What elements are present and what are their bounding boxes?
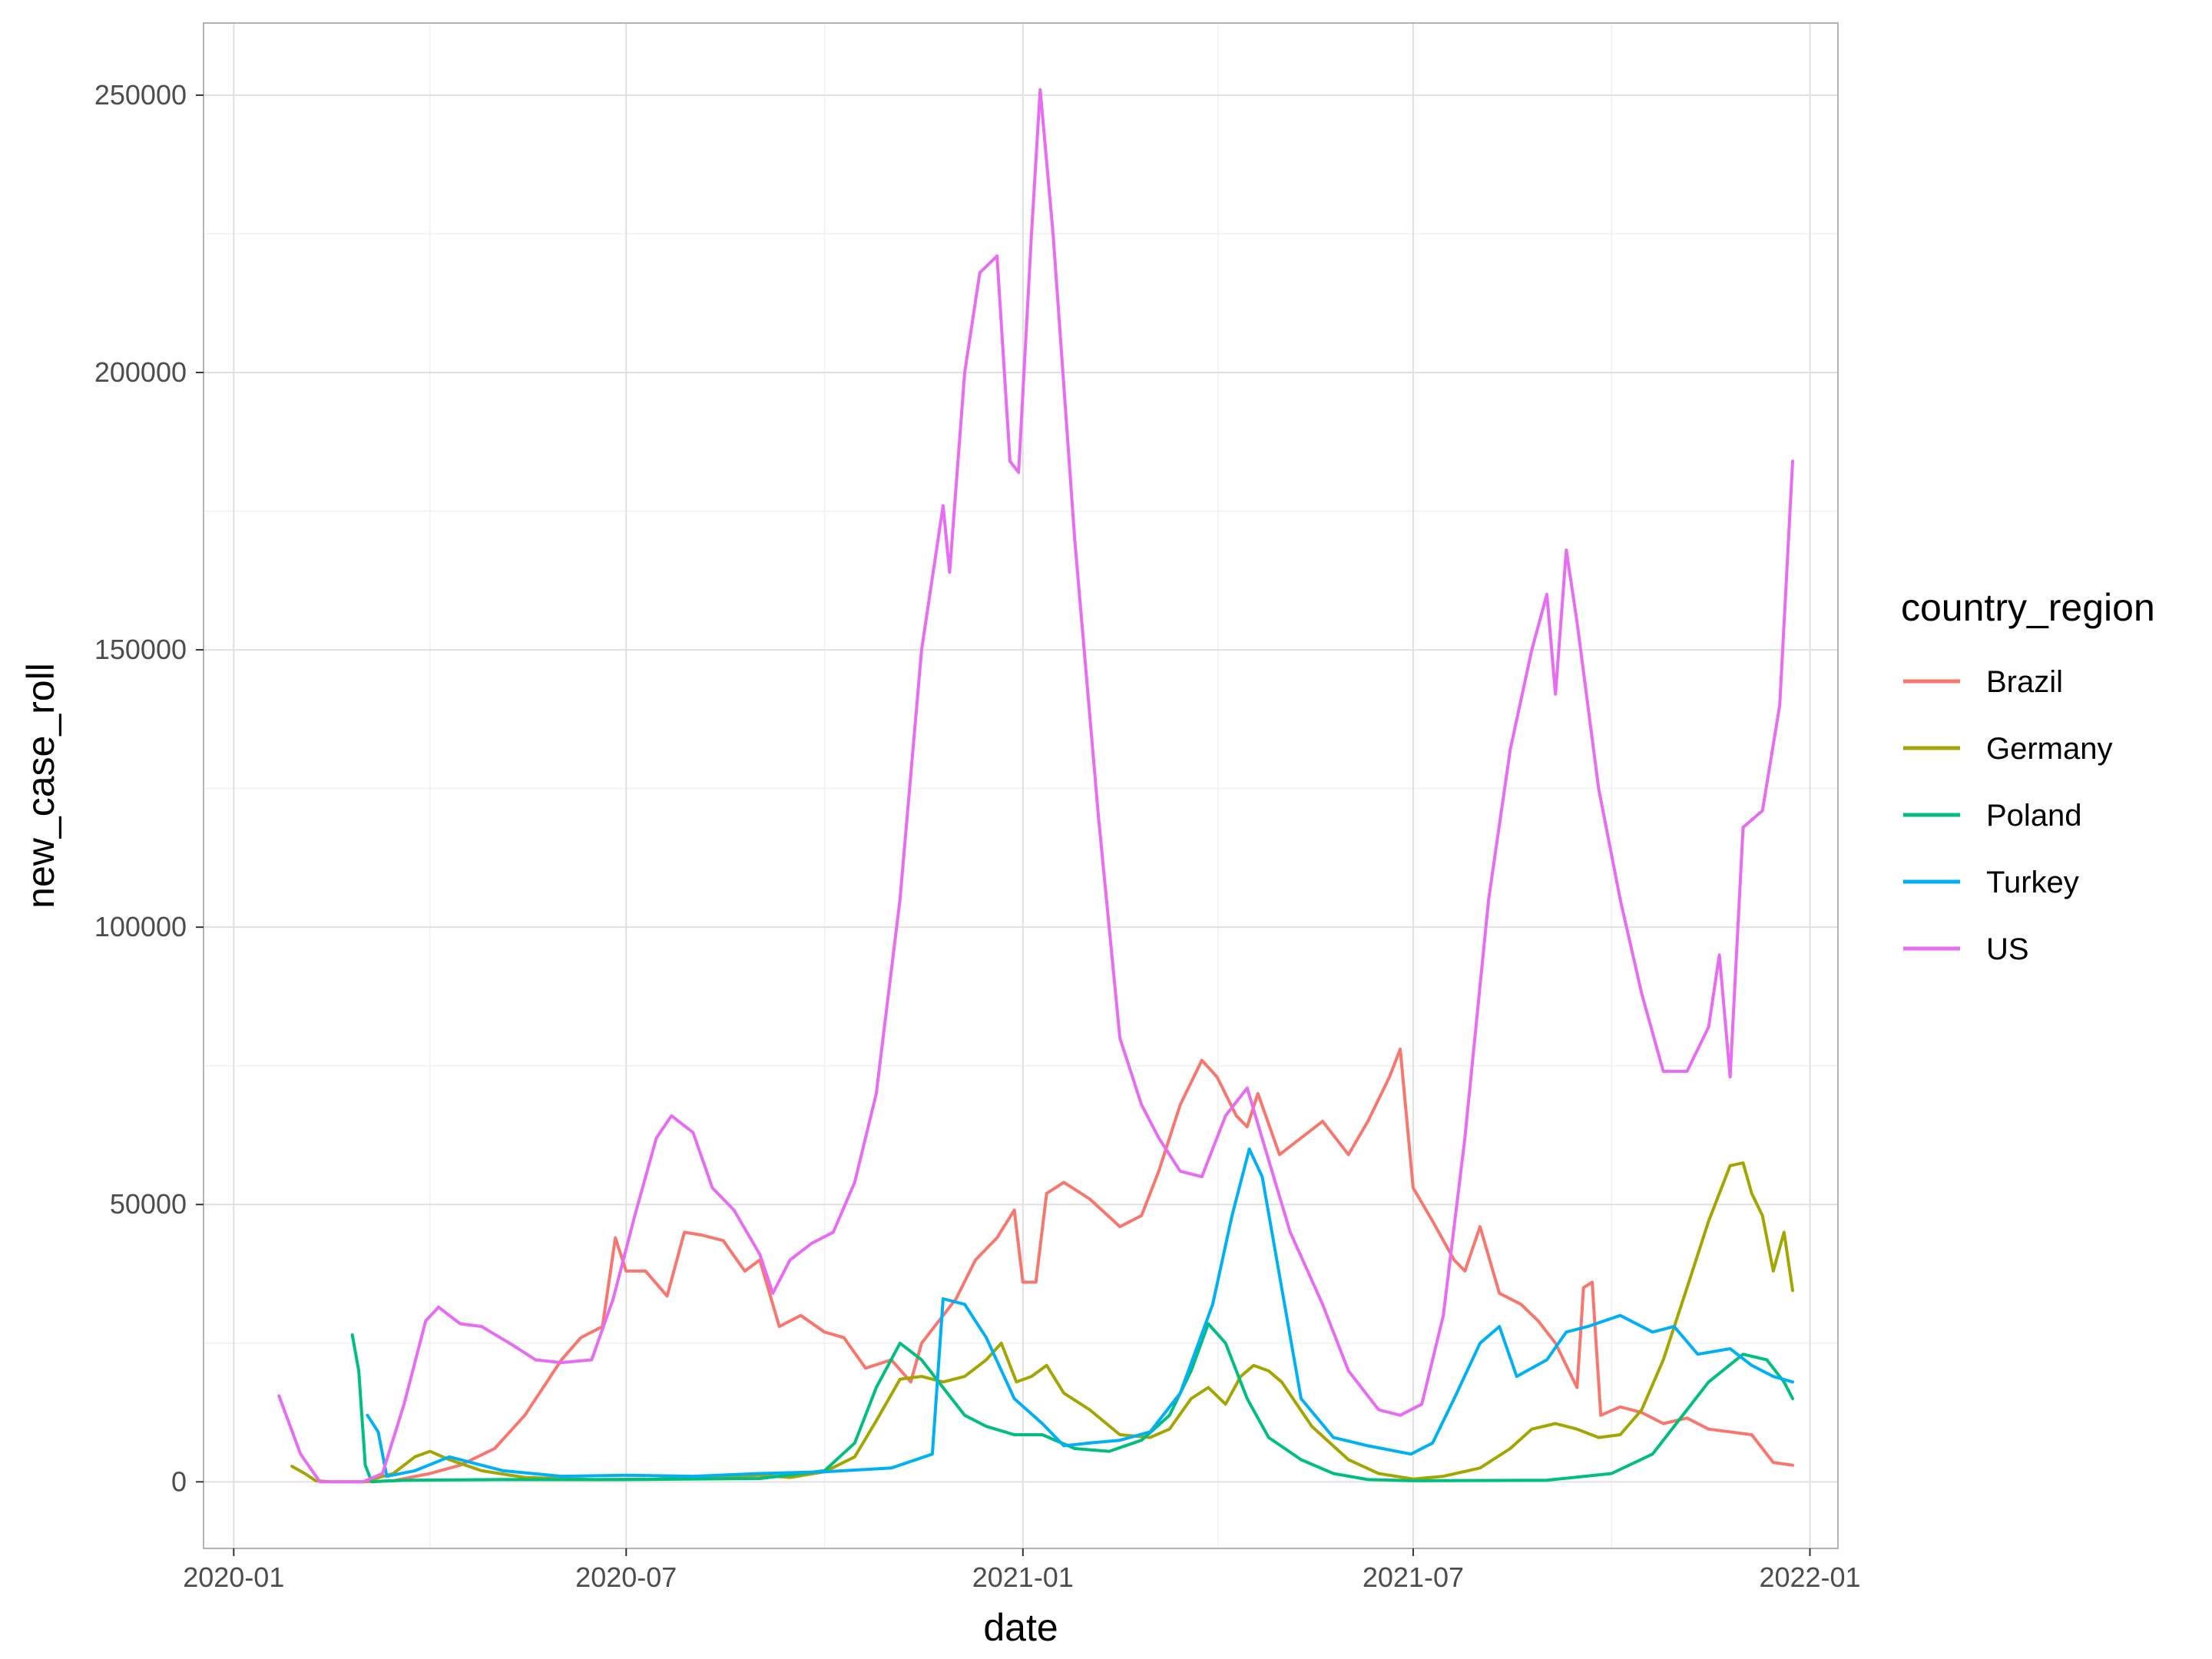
x-axis-title: date <box>983 1606 1058 1649</box>
legend-title: country_region <box>1901 586 2155 629</box>
x-tick-label: 2020-07 <box>575 1561 677 1593</box>
x-tick-label: 2021-07 <box>1363 1561 1464 1593</box>
x-tick-label: 2020-01 <box>183 1561 284 1593</box>
legend-label-us: US <box>1986 932 2029 966</box>
y-tick-label: 100000 <box>94 911 187 942</box>
series-line-us <box>277 88 1794 1484</box>
axes: 2020-01 2020-07 2021-01 2021-07 2022-01 0 5000… <box>94 79 1861 1593</box>
legend-label-turkey: Turkey <box>1986 866 2079 899</box>
x-tick-label: 2022-01 <box>1759 1561 1860 1593</box>
legend-label-brazil: Brazil <box>1986 665 2063 699</box>
panel-border <box>203 22 1839 1549</box>
y-tick-label: 250000 <box>94 79 187 111</box>
series-line-brazil <box>361 1048 1794 1484</box>
legend-label-germany: Germany <box>1986 732 2113 766</box>
legend: country_region Brazil Germany Poland Turkey… <box>1901 586 2155 966</box>
legend-label-poland: Poland <box>1986 799 2082 833</box>
y-tick-label: 0 <box>171 1465 187 1497</box>
series-line-turkey <box>366 1147 1794 1479</box>
series-line-poland <box>350 1322 1794 1484</box>
y-axis-title: new_case_roll <box>19 663 62 909</box>
x-tick-label: 2021-01 <box>972 1561 1074 1593</box>
grid <box>204 23 1838 1548</box>
y-tick-label: 150000 <box>94 634 187 665</box>
y-tick-label: 200000 <box>94 356 187 388</box>
series-lines <box>277 88 1794 1484</box>
y-tick-label: 50000 <box>110 1188 187 1220</box>
